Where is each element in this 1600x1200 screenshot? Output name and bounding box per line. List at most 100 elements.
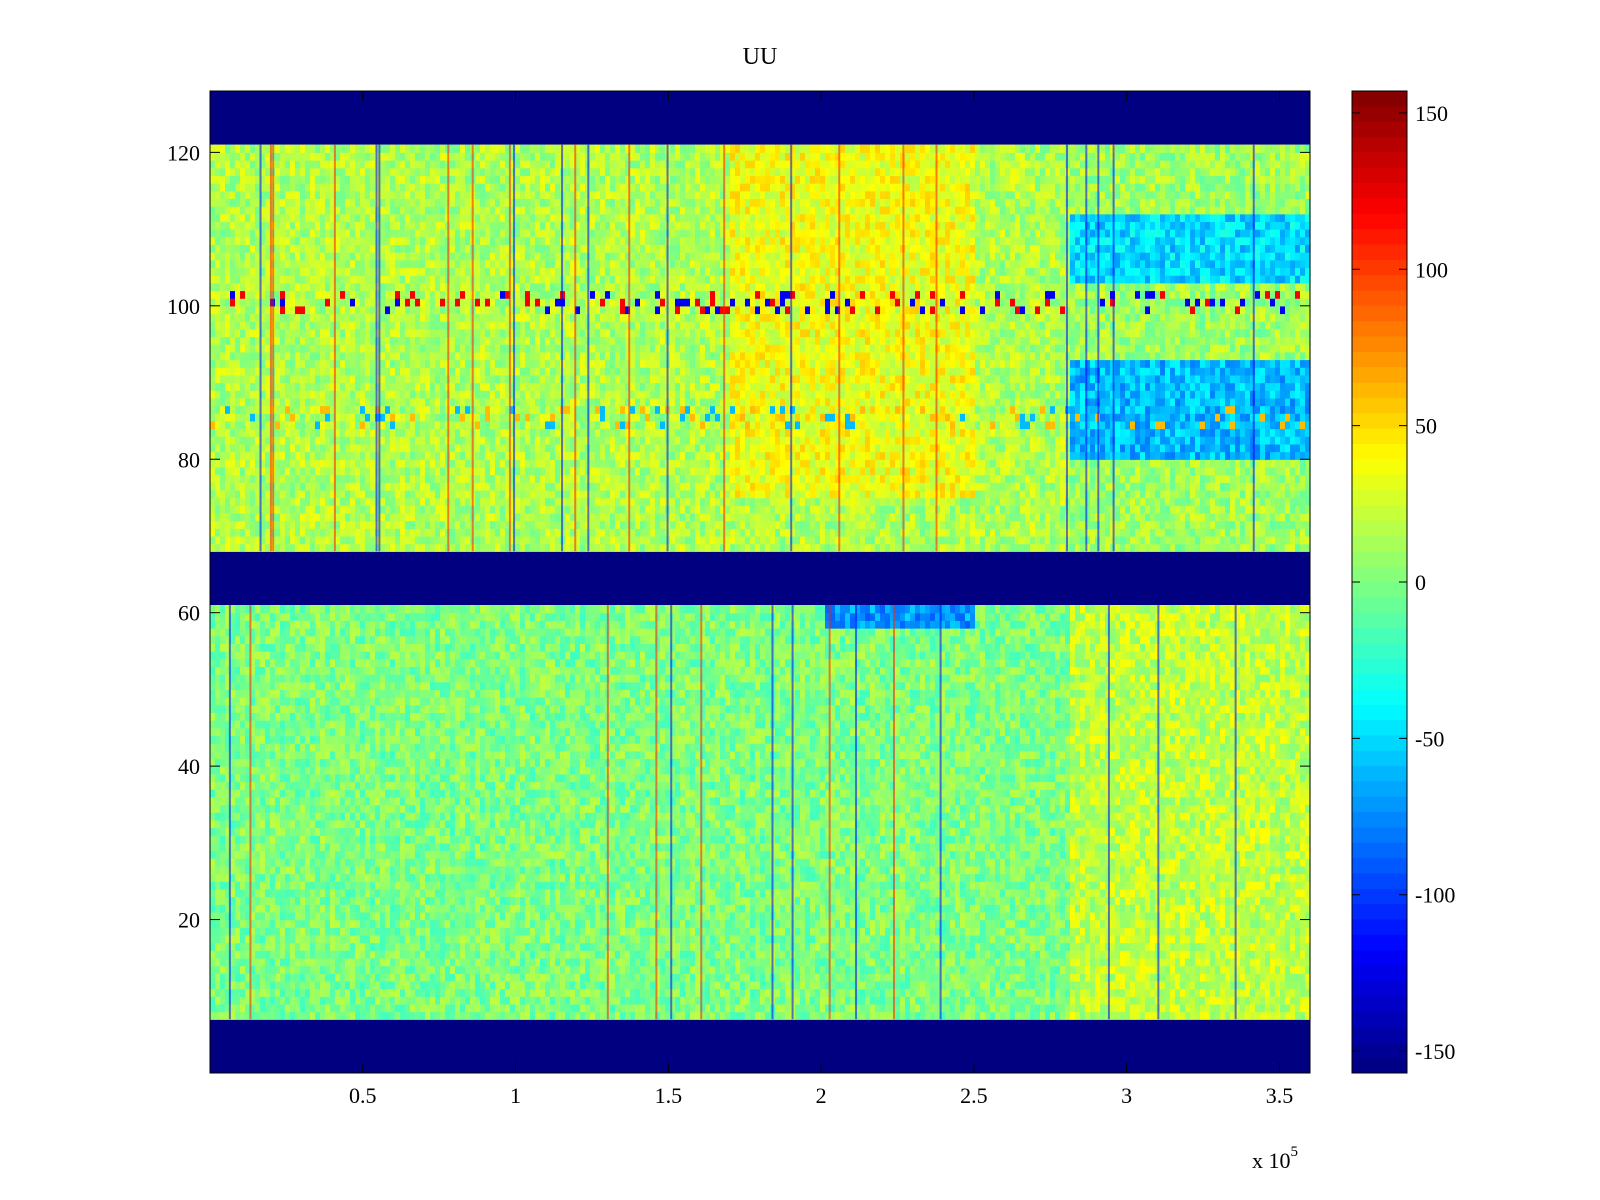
heatmap-cell bbox=[1255, 497, 1261, 506]
heatmap-cell bbox=[925, 497, 931, 506]
heatmap-cell bbox=[550, 428, 556, 437]
heatmap-cell bbox=[775, 374, 781, 384]
heatmap-cell bbox=[425, 474, 431, 483]
heatmap-cell bbox=[435, 420, 441, 430]
heatmap-cell bbox=[1020, 474, 1026, 483]
heatmap-cell bbox=[1015, 466, 1021, 476]
heatmap-cell bbox=[350, 505, 356, 514]
heatmap-cell bbox=[935, 543, 941, 552]
heatmap-cell bbox=[480, 528, 486, 537]
heatmap-cell bbox=[715, 405, 721, 414]
heatmap-cell bbox=[335, 382, 341, 391]
heatmap-cell bbox=[915, 535, 921, 545]
heatmap-cell bbox=[1285, 413, 1291, 422]
heatmap-cell bbox=[1145, 443, 1151, 453]
heatmap-cell bbox=[670, 489, 676, 499]
heatmap-cell bbox=[1275, 482, 1281, 491]
heatmap-cell bbox=[595, 451, 601, 460]
heatmap-cell bbox=[530, 528, 536, 537]
heatmap-cell bbox=[1230, 505, 1236, 514]
heatmap-cell bbox=[300, 451, 306, 460]
heatmap-cell bbox=[275, 420, 281, 430]
heatmap-cell bbox=[1080, 436, 1086, 445]
heatmap-cell bbox=[805, 405, 811, 414]
heatmap-cell bbox=[1055, 405, 1061, 414]
heatmap-cell bbox=[1125, 489, 1131, 499]
heatmap-cell bbox=[370, 474, 376, 483]
heatmap-cell bbox=[715, 382, 721, 391]
heatmap-cell bbox=[260, 397, 266, 407]
heatmap-cell bbox=[1225, 420, 1231, 430]
heatmap-cell bbox=[1160, 382, 1166, 391]
heatmap-cell bbox=[570, 374, 576, 384]
heatmap-cell bbox=[550, 512, 556, 522]
heatmap-cell bbox=[660, 397, 666, 407]
heatmap-cell bbox=[790, 505, 796, 514]
heatmap-cell bbox=[1295, 382, 1301, 391]
heatmap-cell bbox=[655, 436, 661, 445]
heatmap-cell bbox=[535, 505, 541, 514]
heatmap-cell bbox=[265, 497, 271, 506]
heatmap-cell bbox=[810, 459, 816, 468]
heatmap-cell bbox=[960, 512, 966, 522]
heatmap-cell bbox=[285, 397, 291, 407]
heatmap-cell bbox=[360, 374, 366, 384]
heatmap-cell bbox=[505, 489, 511, 499]
heatmap-cell bbox=[1185, 489, 1191, 499]
heatmap-cell bbox=[655, 489, 661, 499]
heatmap-cell bbox=[555, 390, 561, 399]
heatmap-cell bbox=[285, 512, 291, 522]
heatmap-cell bbox=[385, 512, 391, 522]
heatmap-cell bbox=[890, 436, 896, 445]
heatmap-cell bbox=[875, 489, 881, 499]
heatmap-cell bbox=[325, 489, 331, 499]
heatmap-cell bbox=[260, 528, 266, 537]
heatmap-cell bbox=[650, 535, 656, 545]
heatmap-cell bbox=[770, 520, 776, 529]
heatmap-cell bbox=[285, 520, 291, 529]
heatmap-cell bbox=[685, 489, 691, 499]
heatmap-cell bbox=[1290, 436, 1296, 445]
heatmap-cell bbox=[405, 451, 411, 460]
heatmap-cell bbox=[950, 382, 956, 391]
heatmap-cell bbox=[410, 535, 416, 545]
heatmap-cell bbox=[1145, 382, 1151, 391]
heatmap-cell bbox=[940, 474, 946, 483]
heatmap-cell bbox=[870, 390, 876, 399]
heatmap-cell bbox=[695, 436, 701, 445]
heatmap-cell bbox=[795, 413, 801, 422]
heatmap-cell bbox=[250, 528, 256, 537]
heatmap-cell bbox=[260, 405, 266, 414]
heatmap-cell bbox=[605, 451, 611, 460]
heatmap-cell bbox=[1155, 489, 1161, 499]
heatmap-cell bbox=[345, 520, 351, 529]
heatmap-cell bbox=[485, 482, 491, 491]
heatmap-cell bbox=[1020, 405, 1026, 414]
heatmap-cell bbox=[685, 543, 691, 552]
heatmap-cell bbox=[675, 505, 681, 514]
heatmap-cell bbox=[1000, 443, 1006, 453]
heatmap-cell bbox=[755, 489, 761, 499]
heatmap-cell bbox=[540, 520, 546, 529]
heatmap-cell bbox=[490, 528, 496, 537]
heatmap-cell bbox=[915, 543, 921, 552]
heatmap-cell bbox=[340, 482, 346, 491]
heatmap-cell bbox=[435, 390, 441, 399]
heatmap-cell bbox=[530, 405, 536, 414]
heatmap-cell bbox=[630, 382, 636, 391]
heatmap-cell bbox=[315, 451, 321, 460]
heatmap-cell bbox=[220, 374, 226, 384]
heatmap-cell bbox=[1180, 397, 1186, 407]
heatmap-cell bbox=[815, 405, 821, 414]
heatmap-cell bbox=[570, 413, 576, 422]
heatmap-cell bbox=[505, 520, 511, 529]
heatmap-cell bbox=[285, 528, 291, 537]
heatmap-cell bbox=[385, 528, 391, 537]
heatmap-cell bbox=[1100, 489, 1106, 499]
heatmap-cell bbox=[810, 520, 816, 529]
heatmap-cell bbox=[260, 489, 266, 499]
heatmap-cell bbox=[485, 535, 491, 545]
heatmap-cell bbox=[965, 466, 971, 476]
heatmap-cell bbox=[1205, 505, 1211, 514]
heatmap-cell bbox=[690, 505, 696, 514]
